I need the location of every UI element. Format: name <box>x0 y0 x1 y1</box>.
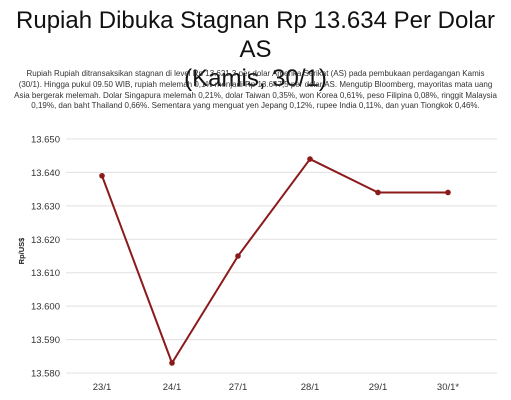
y-tick-label: 13.580 <box>31 369 60 380</box>
y-tick-label: 13.630 <box>31 201 60 212</box>
y-tick-label: 13.650 <box>31 135 60 146</box>
x-tick-label: 29/1 <box>369 382 388 393</box>
description-text: Rupiah Rupiah ditransaksikan stagnan di … <box>14 69 497 111</box>
y-tick-label: 13.640 <box>31 168 60 179</box>
y-tick-label: 13.610 <box>31 268 60 279</box>
x-tick-label: 27/1 <box>229 382 248 393</box>
data-point <box>99 172 105 179</box>
data-point <box>375 189 381 196</box>
data-point <box>307 156 313 162</box>
title-line-1: Rupiah Dibuka Stagnan Rp 13.634 Per Dola… <box>16 7 495 63</box>
x-tick-label: 28/1 <box>301 382 320 393</box>
y-tick-label: 13.620 <box>31 235 60 246</box>
series-layer <box>99 156 451 366</box>
x-tick-label: 30/1* <box>437 382 459 393</box>
x-tick-label: 23/1 <box>93 382 112 393</box>
y-tick-label: 13.600 <box>31 302 60 313</box>
y-tick-labels: 13.580 13.590 13.600 13.610 13.620 13.630 13.6… <box>31 135 60 380</box>
grid-layer <box>66 138 497 374</box>
title-line-2: (Kamis, 30/1) <box>184 65 327 92</box>
x-tick-label: 24/1 <box>163 382 182 393</box>
x-tick-labels: 23/1 24/1 27/1 28/1 29/1 30/1* <box>93 382 460 393</box>
page-title: Rupiah Dibuka Stagnan Rp 13.634 Per Dola… <box>0 6 511 93</box>
data-point <box>169 360 175 366</box>
data-point <box>445 189 451 196</box>
data-point <box>235 253 241 259</box>
y-axis-title: Rp/US$ <box>17 237 26 265</box>
y-tick-label: 13.590 <box>31 335 60 346</box>
series-line <box>101 158 448 364</box>
